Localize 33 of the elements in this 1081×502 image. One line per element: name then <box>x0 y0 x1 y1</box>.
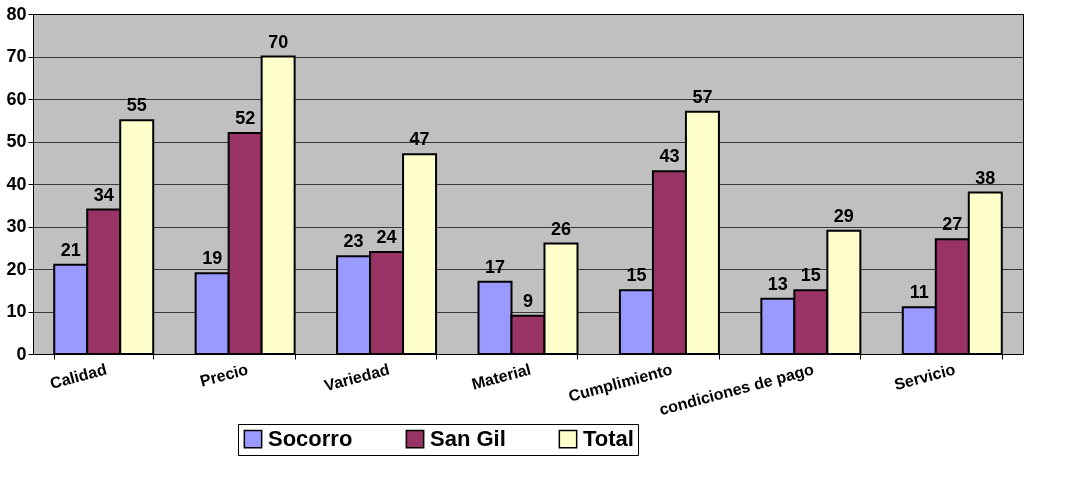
legend-label: Socorro <box>268 426 353 452</box>
y-tick-label: 20 <box>6 258 27 279</box>
data-label: 23 <box>343 231 364 252</box>
y-tick-label: 60 <box>6 88 27 109</box>
y-tick-label: 30 <box>6 216 27 236</box>
data-label: 13 <box>767 273 788 294</box>
data-label: 15 <box>626 265 647 286</box>
data-label: 43 <box>659 146 680 167</box>
y-tick-label: 40 <box>6 173 27 194</box>
x-tick-label: Material <box>469 360 533 393</box>
x-tick-label: Precio <box>198 360 250 390</box>
data-label: 24 <box>376 227 397 247</box>
data-label: 55 <box>126 95 147 116</box>
y-tick-label: 10 <box>6 301 27 321</box>
data-label: 19 <box>202 248 223 269</box>
data-label: 70 <box>268 31 289 52</box>
y-tick-label: 80 <box>6 3 27 24</box>
x-tick-label: Calidad <box>48 360 109 392</box>
y-tick-label: 50 <box>6 131 27 151</box>
data-label: 11 <box>909 282 929 303</box>
legend-label: San Gil <box>430 426 506 452</box>
data-label: 9 <box>522 290 534 311</box>
x-tick-label: Servicio <box>892 360 958 394</box>
data-label: 15 <box>800 265 821 286</box>
y-tick-label: 70 <box>6 46 27 66</box>
x-tick-label: Variedad <box>322 360 392 395</box>
data-label: 21 <box>60 239 81 260</box>
data-label: 38 <box>975 167 996 188</box>
y-tick-label: 0 <box>16 343 27 364</box>
data-label: 29 <box>833 205 854 226</box>
data-label: 52 <box>235 108 256 128</box>
legend-label: Total <box>583 426 634 452</box>
data-label: 34 <box>93 184 114 205</box>
